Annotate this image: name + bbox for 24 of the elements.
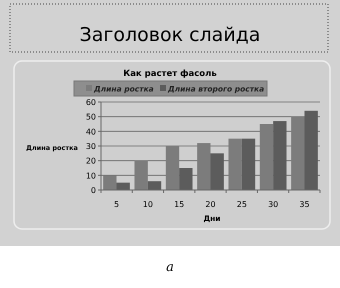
x-tick-label: 20 — [205, 200, 216, 209]
bar — [291, 116, 304, 190]
bar — [197, 143, 210, 190]
y-tick-label: 40 — [86, 127, 96, 136]
bar — [166, 146, 180, 190]
text: а — [166, 260, 174, 275]
x-tick-label: 15 — [174, 200, 184, 209]
bar — [134, 160, 148, 190]
chart-title: Как растет фасоль — [123, 69, 217, 79]
y-tick-label: 0 — [90, 186, 96, 195]
y-tick-label: 30 — [86, 142, 96, 151]
x-tick-label: 35 — [299, 200, 310, 209]
x-tick-label: 25 — [236, 200, 247, 209]
y-tick-label: 60 — [86, 98, 96, 107]
y-tick-label: 10 — [86, 171, 96, 180]
y-tick-label: 50 — [86, 112, 96, 122]
bar — [228, 138, 242, 190]
x-tick-label: 30 — [268, 200, 278, 209]
x-tick-label: 10 — [142, 200, 153, 209]
bar — [103, 175, 117, 190]
y-tick-label: 20 — [86, 156, 96, 166]
text: Заголовок слайда — [80, 24, 260, 46]
bar — [260, 124, 274, 190]
x-tick-label: 5 — [114, 200, 120, 209]
